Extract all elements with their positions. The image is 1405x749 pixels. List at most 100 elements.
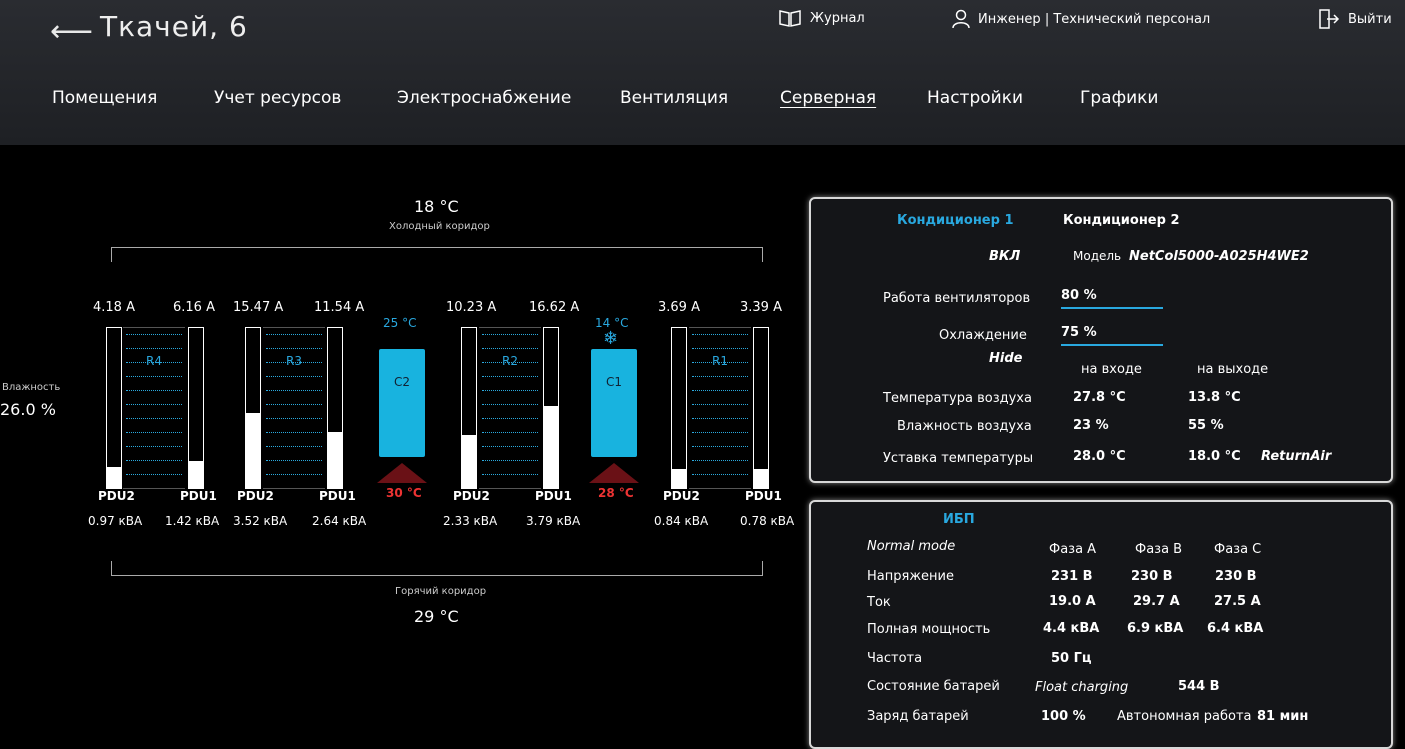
cooling-level-slider[interactable]	[1061, 344, 1163, 346]
ups-value: 230 В	[1215, 569, 1257, 584]
rack-unit-line	[266, 460, 322, 461]
ac-cooling-label: Охлаждение	[939, 328, 1027, 343]
ups-title: ИБП	[943, 512, 975, 527]
rack-r4: R4	[123, 327, 185, 489]
hot-corridor-temp: 29 °С	[414, 607, 459, 626]
ups-mode: Normal mode	[867, 539, 956, 554]
journal-label: Журнал	[810, 10, 865, 26]
nav-power[interactable]: Электроснабжение	[397, 88, 572, 108]
pdu-current: 11.54 A	[314, 300, 365, 315]
nav-settings[interactable]: Настройки	[927, 88, 1024, 108]
rack-unit-line	[692, 348, 748, 349]
cooler-return-temp: 28 °С	[598, 486, 634, 500]
ac-return-air: ReturnAir	[1261, 449, 1332, 464]
pdu-load-bar	[461, 327, 477, 489]
ups-value: 230 В	[1131, 569, 1173, 584]
logout-icon	[1319, 9, 1340, 29]
rack-unit-line	[266, 418, 322, 419]
pdu-current: 6.16 A	[173, 300, 215, 315]
ac-row-label: Температура воздуха	[883, 391, 1032, 406]
nav-server-room[interactable]: Серверная	[780, 88, 877, 108]
back-arrow-icon[interactable]: ⟵	[50, 14, 94, 49]
pdu-label: PDU1	[319, 489, 356, 503]
rack-unit-line	[126, 474, 182, 475]
rack-unit-line	[126, 390, 182, 391]
nav-charts[interactable]: Графики	[1080, 88, 1159, 108]
pdu-power: 3.79 кВА	[526, 514, 581, 528]
pdu-label: PDU1	[535, 489, 572, 503]
rack-unit-line	[126, 418, 182, 419]
ups-phase-a: Фаза А	[1049, 542, 1097, 557]
page-title: Ткачей, 6	[100, 10, 248, 43]
rack-unit-line	[482, 390, 538, 391]
cooler-unit-c2: C2	[379, 349, 425, 457]
pdu-label: PDU2	[237, 489, 274, 503]
fans-level-slider[interactable]	[1061, 307, 1163, 309]
rack-unit-line	[126, 404, 182, 405]
ups-battery-state-label: Состояние батарей	[867, 679, 1000, 694]
user-info[interactable]: Инженер | Технический персонал	[952, 9, 1210, 29]
rack-unit-line	[266, 362, 322, 363]
rack-unit-line	[482, 474, 538, 475]
ups-value: 231 В	[1051, 569, 1093, 584]
ups-autonomy-value: 81 мин	[1257, 709, 1309, 724]
pdu-load-bar	[245, 327, 261, 489]
rack-label: R1	[712, 354, 728, 368]
ac-hide-button[interactable]: Hide	[989, 351, 1023, 366]
pdu-load-fill	[328, 432, 342, 488]
rack-unit-line	[126, 348, 182, 349]
ac-row-in: 27.8 °С	[1073, 390, 1126, 405]
ac-fans-label: Работа вентиляторов	[883, 291, 1031, 306]
cold-corridor-label: Холодный коридор	[389, 221, 490, 232]
ups-value: 27.5 А	[1214, 594, 1261, 609]
cold-corridor-temp: 18 °С	[414, 197, 459, 216]
pdu-power: 3.52 кВА	[233, 514, 288, 528]
ups-freq-value: 50 Гц	[1051, 651, 1092, 666]
rack-unit-line	[482, 446, 538, 447]
ac-tab-1[interactable]: Кондиционер 1	[897, 213, 1014, 228]
nav-resources[interactable]: Учет ресурсов	[214, 88, 342, 108]
rack-label: R2	[502, 354, 518, 368]
rack-unit-line	[266, 390, 322, 391]
ac-state: ВКЛ	[989, 249, 1021, 264]
ups-charge-label: Заряд батарей	[867, 709, 969, 724]
pdu-load-bar	[327, 327, 343, 489]
rack-unit-line	[126, 376, 182, 377]
book-icon	[779, 10, 801, 27]
pdu-current: 3.69 A	[658, 300, 700, 315]
pdu-load-bar	[671, 327, 687, 489]
ac-tab-2[interactable]: Кондиционер 2	[1063, 213, 1180, 228]
rack-unit-line	[266, 376, 322, 377]
pdu-power: 0.97 кВА	[88, 514, 143, 528]
pdu-load-bar	[753, 327, 769, 489]
rack-unit-line	[266, 432, 322, 433]
cooler-unit-c1: C1	[591, 349, 637, 457]
pdu-load-bar	[188, 327, 204, 489]
pdu-power: 2.64 кВА	[312, 514, 367, 528]
humidity-value: 26.0 %	[0, 400, 56, 419]
ac-col-out: на выходе	[1197, 362, 1269, 377]
nav-rooms[interactable]: Помещения	[52, 88, 158, 108]
cooler-label: C2	[393, 375, 410, 389]
journal-link[interactable]: Журнал	[778, 9, 865, 27]
pdu-power: 0.78 кВА	[740, 514, 795, 528]
pdu-load-bar	[106, 327, 122, 489]
ac-model-label: Модель	[1073, 249, 1122, 263]
logout-button[interactable]: Выйти	[1318, 9, 1392, 29]
rack-r3: R3	[263, 327, 325, 489]
pdu-load-fill	[246, 413, 260, 488]
rack-unit-line	[482, 418, 538, 419]
rack-unit-line	[692, 376, 748, 377]
ups-value: 29.7 А	[1133, 594, 1180, 609]
cooler-supply-temp: 14 °С	[595, 316, 629, 330]
ups-freq-label: Частота	[867, 651, 923, 666]
pdu-label: PDU1	[745, 489, 782, 503]
ac-fans-value: 80 %	[1061, 288, 1097, 303]
cooler-intake-triangle	[589, 463, 639, 483]
rack-unit-line	[482, 404, 538, 405]
cooler-intake-triangle	[377, 463, 427, 483]
ac-panel: Кондиционер 1 Кондиционер 2 ВКЛ Модель N…	[809, 197, 1393, 483]
ups-phase-c: Фаза С	[1214, 542, 1262, 557]
nav-ventilation[interactable]: Вентиляция	[620, 88, 729, 108]
ups-row-label: Ток	[867, 595, 891, 610]
